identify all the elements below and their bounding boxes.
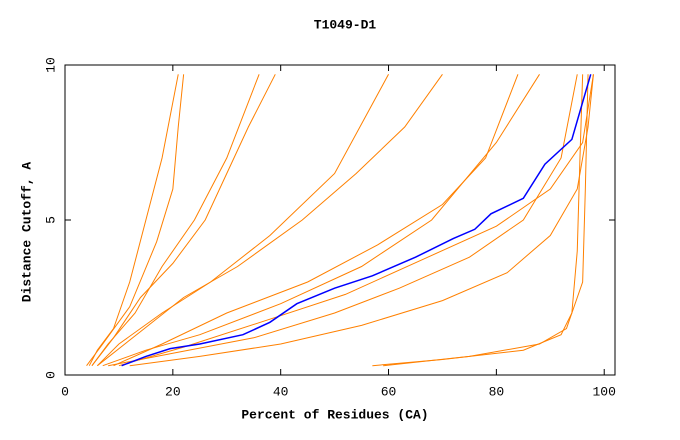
x-tick-label: 100 [593, 384, 616, 399]
y-tick-label: 10 [43, 57, 58, 73]
model-line [102, 74, 540, 367]
model-line [97, 74, 443, 367]
x-tick-label: 40 [273, 384, 289, 399]
x-axis-label: Percent of Residues (CA) [241, 407, 428, 422]
x-tick-label: 0 [61, 384, 69, 399]
y-tick-label: 0 [43, 371, 58, 379]
model-line [113, 74, 519, 367]
plot-frame [64, 64, 616, 376]
model-line [86, 74, 185, 366]
y-axis-label: Distance Cutoff, A [19, 162, 34, 303]
x-tick-label: 80 [489, 384, 505, 399]
model-line [383, 74, 589, 367]
model-line [108, 74, 578, 367]
model-line [118, 74, 594, 367]
model-line [121, 74, 592, 367]
x-tick-label: 20 [165, 384, 181, 399]
chart-title: T1049-D1 [314, 17, 377, 32]
y-tick-label: 5 [43, 216, 58, 224]
model-line [96, 74, 389, 367]
model-line [88, 74, 179, 366]
model-line [129, 74, 594, 367]
model-line [91, 74, 276, 367]
model-line [372, 74, 584, 367]
x-tick-label: 60 [381, 384, 397, 399]
